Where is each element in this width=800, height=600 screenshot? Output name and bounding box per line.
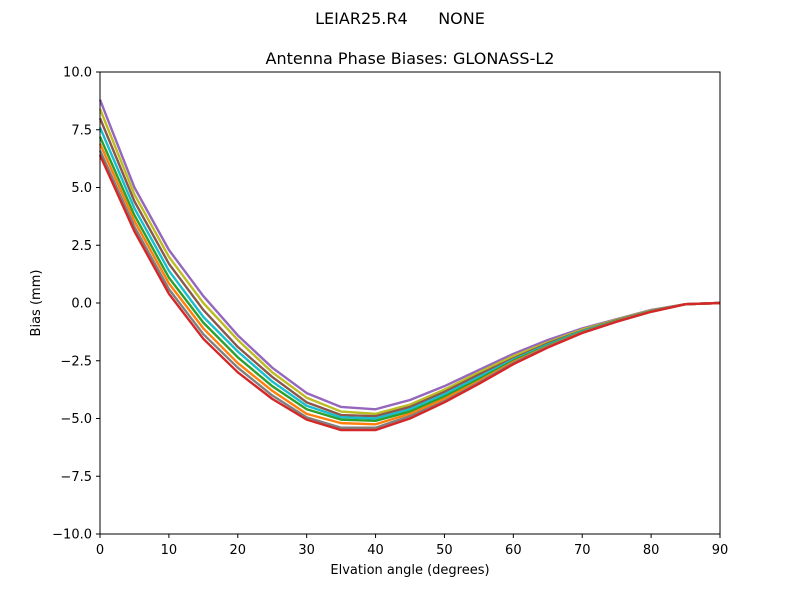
x-tick-label: 90 [712, 543, 729, 558]
series-layer [98, 99, 721, 432]
series-line-2 [98, 108, 721, 416]
series-line-4 [98, 126, 721, 420]
y-tick-label: −2.5 [60, 354, 92, 369]
series-line-3 [98, 117, 721, 418]
x-axis-ticks: 0 10 20 30 40 50 60 70 80 90 [96, 534, 728, 558]
y-tick-label: 0.0 [71, 297, 92, 312]
y-tick-label: 10.0 [63, 66, 92, 81]
y-tick-label: 5.0 [71, 181, 92, 196]
x-tick-label: 10 [161, 543, 178, 558]
y-axis-ticks: 10.0 7.5 5.0 2.5 0.0 −2.5 −5.0 −7.5 −10.0 [52, 66, 100, 543]
x-tick-label: 80 [643, 543, 660, 558]
y-tick-label: 7.5 [71, 123, 92, 138]
suptitle-antenna: LEIAR25.R4 [315, 9, 408, 28]
y-tick-label: 2.5 [71, 239, 92, 254]
x-tick-label: 30 [298, 543, 315, 558]
series-line-8 [98, 154, 721, 432]
figure-suptitle: LEIAR25.R4 NONE [0, 9, 800, 28]
y-tick-label: −10.0 [52, 528, 92, 543]
series-line-1 [98, 99, 721, 411]
y-tick-label: −7.5 [60, 470, 92, 485]
suptitle-radome: NONE [438, 9, 485, 28]
y-tick-label: −5.0 [60, 412, 92, 427]
x-tick-label: 70 [574, 543, 591, 558]
y-axis-label: Bias (mm) [29, 270, 44, 337]
x-tick-label: 60 [505, 543, 522, 558]
x-tick-label: 50 [436, 543, 453, 558]
x-tick-label: 40 [367, 543, 384, 558]
x-tick-label: 0 [96, 543, 104, 558]
chart-title: Antenna Phase Biases: GLONASS-L2 [266, 49, 555, 68]
x-tick-label: 20 [230, 543, 247, 558]
x-axis-label: Elvation angle (degrees) [330, 563, 489, 578]
series-line-5 [98, 136, 721, 423]
